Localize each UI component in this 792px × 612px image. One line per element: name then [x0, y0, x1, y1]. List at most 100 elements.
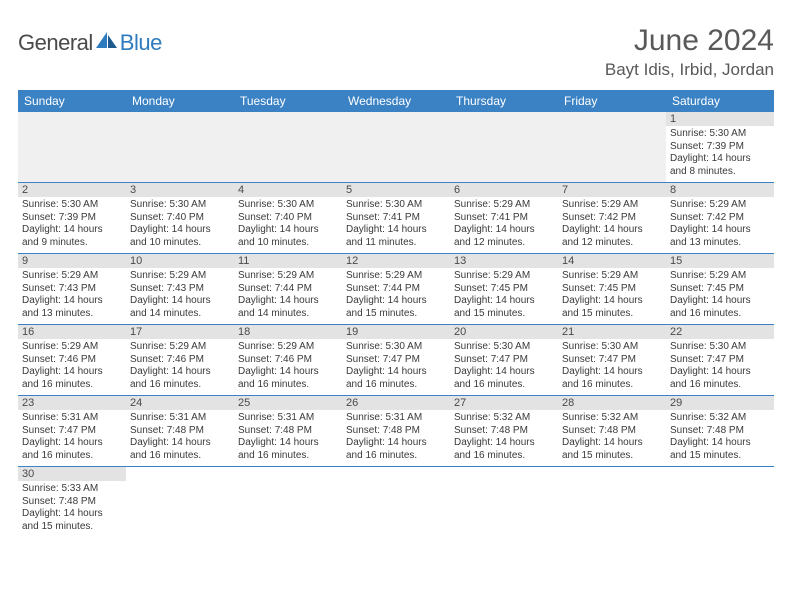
sunset-text: Sunset: 7:41 PM: [454, 212, 554, 225]
sunrise-text: Sunrise: 5:29 AM: [238, 341, 338, 354]
day-cell: .....: [450, 467, 558, 538]
day-number: 22: [666, 325, 774, 339]
sunrise-text: Sunrise: 5:32 AM: [670, 412, 770, 425]
day-cell: 8Sunrise: 5:29 AMSunset: 7:42 PMDaylight…: [666, 183, 774, 254]
daylight-text-1: Daylight: 14 hours: [238, 437, 338, 450]
day-header: Monday: [126, 90, 234, 112]
day-number: 8: [666, 183, 774, 197]
day-number: 24: [126, 396, 234, 410]
day-number: 2: [18, 183, 126, 197]
sunset-text: Sunset: 7:42 PM: [562, 212, 662, 225]
day-header: Sunday: [18, 90, 126, 112]
day-cell: 3Sunrise: 5:30 AMSunset: 7:40 PMDaylight…: [126, 183, 234, 254]
day-details: Sunrise: 5:29 AMSunset: 7:45 PMDaylight:…: [666, 268, 774, 324]
daylight-text-2: and 16 minutes.: [454, 450, 554, 463]
day-details: Sunrise: 5:32 AMSunset: 7:48 PMDaylight:…: [558, 410, 666, 466]
logo-text-blue: Blue: [120, 30, 162, 56]
daylight-text-2: and 15 minutes.: [562, 450, 662, 463]
day-details: Sunrise: 5:29 AMSunset: 7:46 PMDaylight:…: [18, 339, 126, 395]
day-details: Sunrise: 5:31 AMSunset: 7:48 PMDaylight:…: [126, 410, 234, 466]
sunset-text: Sunset: 7:43 PM: [130, 283, 230, 296]
day-details: Sunrise: 5:29 AMSunset: 7:42 PMDaylight:…: [666, 197, 774, 253]
daylight-text-1: Daylight: 14 hours: [22, 366, 122, 379]
sunset-text: Sunset: 7:46 PM: [22, 354, 122, 367]
day-number: 23: [18, 396, 126, 410]
sunset-text: Sunset: 7:45 PM: [670, 283, 770, 296]
daylight-text-2: and 15 minutes.: [454, 308, 554, 321]
calendar-page: General Blue June 2024 Bayt Idis, Irbid,…: [0, 0, 792, 561]
day-details: Sunrise: 5:29 AMSunset: 7:42 PMDaylight:…: [558, 197, 666, 253]
sunrise-text: Sunrise: 5:29 AM: [454, 270, 554, 283]
daylight-text-1: Daylight: 14 hours: [22, 224, 122, 237]
day-number: 19: [342, 325, 450, 339]
sunrise-text: Sunrise: 5:29 AM: [130, 270, 230, 283]
daylight-text-1: Daylight: 14 hours: [346, 437, 446, 450]
daylight-text-1: Daylight: 14 hours: [22, 295, 122, 308]
day-cell: 5Sunrise: 5:30 AMSunset: 7:41 PMDaylight…: [342, 183, 450, 254]
day-number: 27: [450, 396, 558, 410]
week-row: 30Sunrise: 5:33 AMSunset: 7:48 PMDayligh…: [18, 467, 774, 538]
daylight-text-1: Daylight: 14 hours: [562, 366, 662, 379]
daylight-text-1: Daylight: 14 hours: [238, 366, 338, 379]
daylight-text-2: and 15 minutes.: [562, 308, 662, 321]
daylight-text-1: Daylight: 14 hours: [346, 295, 446, 308]
sunset-text: Sunset: 7:47 PM: [670, 354, 770, 367]
day-cell: [18, 112, 126, 183]
daylight-text-1: Daylight: 14 hours: [454, 366, 554, 379]
daylight-text-2: and 12 minutes.: [562, 237, 662, 250]
daylight-text-1: Daylight: 14 hours: [346, 224, 446, 237]
daylight-text-2: and 12 minutes.: [454, 237, 554, 250]
week-row: 23Sunrise: 5:31 AMSunset: 7:47 PMDayligh…: [18, 396, 774, 467]
day-cell: 20Sunrise: 5:30 AMSunset: 7:47 PMDayligh…: [450, 325, 558, 396]
day-details: Sunrise: 5:32 AMSunset: 7:48 PMDaylight:…: [450, 410, 558, 466]
sunset-text: Sunset: 7:46 PM: [238, 354, 338, 367]
day-cell: .....: [666, 467, 774, 538]
day-details: Sunrise: 5:29 AMSunset: 7:45 PMDaylight:…: [558, 268, 666, 324]
daylight-text-1: Daylight: 14 hours: [130, 437, 230, 450]
daylight-text-1: Daylight: 14 hours: [22, 437, 122, 450]
day-number: 7: [558, 183, 666, 197]
daylight-text-2: and 13 minutes.: [670, 237, 770, 250]
day-details: Sunrise: 5:30 AMSunset: 7:41 PMDaylight:…: [342, 197, 450, 253]
sunset-text: Sunset: 7:45 PM: [454, 283, 554, 296]
daylight-text-1: Daylight: 14 hours: [454, 295, 554, 308]
day-cell: [234, 112, 342, 183]
daylight-text-1: Daylight: 14 hours: [22, 508, 122, 521]
sunrise-text: Sunrise: 5:29 AM: [670, 199, 770, 212]
day-cell: 25Sunrise: 5:31 AMSunset: 7:48 PMDayligh…: [234, 396, 342, 467]
day-cell: 21Sunrise: 5:30 AMSunset: 7:47 PMDayligh…: [558, 325, 666, 396]
day-number: 3: [126, 183, 234, 197]
logo-sail-icon: [96, 32, 118, 50]
daylight-text-2: and 15 minutes.: [346, 308, 446, 321]
sunrise-text: Sunrise: 5:30 AM: [562, 341, 662, 354]
day-cell: 29Sunrise: 5:32 AMSunset: 7:48 PMDayligh…: [666, 396, 774, 467]
day-cell: [558, 112, 666, 183]
day-number: 5: [342, 183, 450, 197]
daylight-text-1: Daylight: 14 hours: [130, 224, 230, 237]
day-number: 14: [558, 254, 666, 268]
daylight-text-2: and 16 minutes.: [670, 308, 770, 321]
daylight-text-1: Daylight: 14 hours: [670, 437, 770, 450]
daylight-text-2: and 13 minutes.: [22, 308, 122, 321]
day-details: Sunrise: 5:30 AMSunset: 7:47 PMDaylight:…: [342, 339, 450, 395]
daylight-text-2: and 16 minutes.: [670, 379, 770, 392]
day-number: 9: [18, 254, 126, 268]
sunrise-text: Sunrise: 5:33 AM: [22, 483, 122, 496]
day-cell: 13Sunrise: 5:29 AMSunset: 7:45 PMDayligh…: [450, 254, 558, 325]
day-number: 20: [450, 325, 558, 339]
day-cell: 14Sunrise: 5:29 AMSunset: 7:45 PMDayligh…: [558, 254, 666, 325]
daylight-text-2: and 16 minutes.: [346, 450, 446, 463]
sunset-text: Sunset: 7:48 PM: [670, 425, 770, 438]
daylight-text-1: Daylight: 14 hours: [670, 295, 770, 308]
sunrise-text: Sunrise: 5:29 AM: [130, 341, 230, 354]
day-header: Thursday: [450, 90, 558, 112]
day-cell: 1Sunrise: 5:30 AMSunset: 7:39 PMDaylight…: [666, 112, 774, 183]
sunset-text: Sunset: 7:48 PM: [22, 496, 122, 509]
sunset-text: Sunset: 7:40 PM: [238, 212, 338, 225]
sunrise-text: Sunrise: 5:29 AM: [562, 199, 662, 212]
sunset-text: Sunset: 7:48 PM: [130, 425, 230, 438]
daylight-text-2: and 11 minutes.: [346, 237, 446, 250]
daylight-text-2: and 16 minutes.: [22, 379, 122, 392]
sunrise-text: Sunrise: 5:32 AM: [454, 412, 554, 425]
day-details: Sunrise: 5:30 AMSunset: 7:47 PMDaylight:…: [558, 339, 666, 395]
